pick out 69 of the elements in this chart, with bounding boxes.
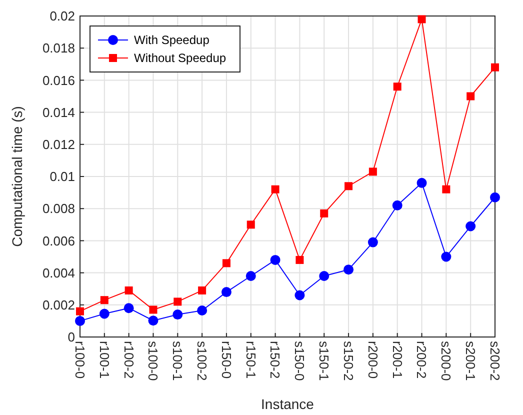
- x-tick-label: s150-0: [292, 341, 308, 381]
- point: [319, 271, 330, 282]
- point: [198, 286, 206, 294]
- y-tick-label: 0.008: [42, 201, 75, 216]
- point: [441, 252, 452, 262]
- point: [271, 185, 280, 194]
- point: [124, 303, 134, 314]
- x-tick-label: s150-1: [316, 341, 332, 381]
- point: [246, 271, 256, 282]
- x-tick-label: s200-1: [463, 341, 478, 381]
- legend-label: Without Speedup: [134, 51, 226, 66]
- x-tick-label: s200-2: [487, 341, 502, 381]
- x-tick-label: s100-1: [170, 341, 186, 381]
- x-tick-label: r200-1: [390, 341, 405, 379]
- point: [197, 306, 208, 316]
- point: [466, 92, 475, 100]
- point: [344, 264, 354, 275]
- point: [392, 200, 402, 210]
- y-tick-label: 0.018: [42, 40, 75, 56]
- x-tick-label: r100-0: [72, 341, 88, 379]
- point: [75, 316, 85, 326]
- y-tick-label: 0.006: [42, 233, 75, 248]
- point: [148, 316, 158, 326]
- x-tick-label: r100-2: [121, 341, 136, 379]
- point: [393, 82, 402, 91]
- y-tick-label: 0.002: [42, 297, 75, 312]
- point: [368, 237, 378, 248]
- x-tick-label: s200-0: [438, 341, 454, 381]
- x-tick-label: r200-0: [365, 341, 380, 379]
- x-tick-label: r150-0: [218, 341, 234, 379]
- x-tick-label: s100-0: [146, 341, 161, 381]
- point: [246, 220, 255, 229]
- y-tick-label: 0.004: [42, 265, 75, 280]
- x-axis-title: Instance: [261, 396, 314, 412]
- y-tick-label: 0.01: [50, 169, 75, 184]
- point: [222, 259, 230, 268]
- point: [491, 63, 499, 72]
- y-axis-title: Computational time (s): [9, 106, 25, 247]
- legend-label: With Speedup: [134, 33, 210, 48]
- y-tick-label: 0.016: [42, 72, 75, 88]
- point: [124, 286, 133, 294]
- point: [466, 221, 476, 232]
- x-tick-label: s150-2: [340, 341, 356, 381]
- point: [296, 256, 304, 264]
- point: [418, 15, 426, 24]
- y-tick-label: 0.02: [50, 8, 75, 24]
- x-tick-label: r200-2: [414, 341, 430, 379]
- point: [270, 254, 280, 265]
- point: [490, 192, 500, 202]
- point: [344, 182, 353, 190]
- point: [442, 185, 450, 194]
- point: [149, 306, 158, 314]
- point: [416, 178, 427, 188]
- point: [172, 310, 183, 320]
- point: [320, 209, 328, 218]
- point: [76, 307, 84, 316]
- point: [368, 168, 377, 176]
- x-tick-label: s100-2: [194, 341, 210, 381]
- x-tick-label: r100-1: [96, 341, 112, 379]
- x-tick-label: r150-2: [268, 341, 283, 379]
- point: [221, 287, 232, 298]
- point: [99, 308, 110, 319]
- point: [174, 298, 182, 306]
- x-tick-label: r150-1: [243, 341, 258, 379]
- y-tick-label: 0: [68, 330, 75, 345]
- point: [294, 290, 305, 300]
- point: [100, 296, 108, 304]
- y-tick-label: 0.014: [42, 104, 75, 120]
- y-tick-label: 0.012: [42, 136, 75, 152]
